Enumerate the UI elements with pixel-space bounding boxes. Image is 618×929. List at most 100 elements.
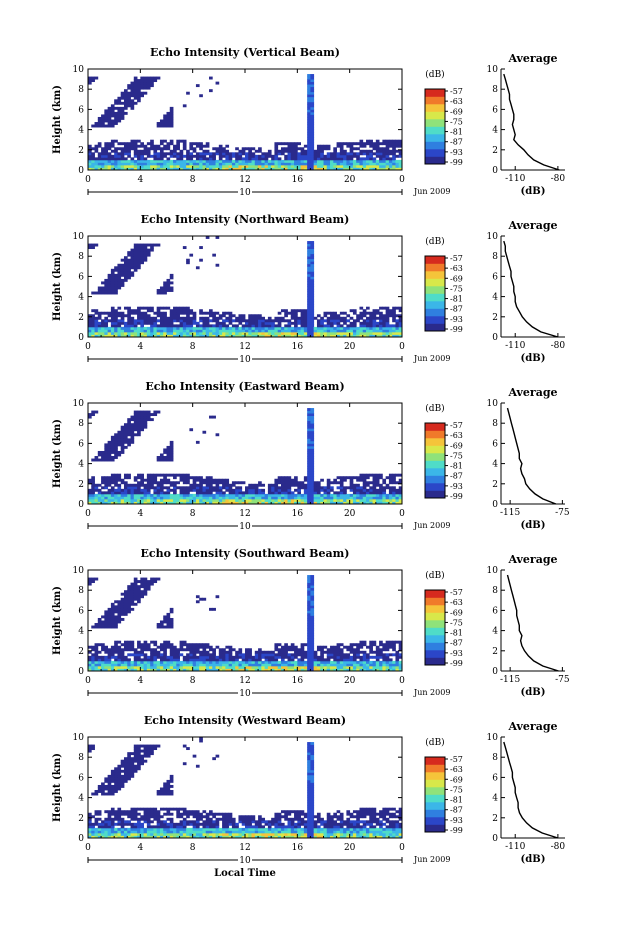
heatmap-cell: [176, 326, 180, 330]
heatmap-cell: [258, 329, 262, 333]
heatmap-cell: [290, 655, 295, 659]
heatmap-cell: [277, 481, 282, 485]
heatmap-cell: [101, 643, 105, 647]
heatmap-cell: [133, 585, 138, 589]
heatmap-cell: [130, 86, 135, 90]
heatmap-cell: [300, 483, 305, 487]
heatmap-cell: [114, 162, 118, 166]
heatmap-cell: [205, 493, 210, 497]
heatmap-cell: [359, 167, 364, 171]
heatmap-cell: [153, 493, 158, 497]
heatmap-cell: [153, 147, 158, 151]
heatmap-cell: [307, 291, 311, 295]
heatmap-cell: [307, 481, 311, 485]
heatmap-cell: [195, 665, 200, 669]
heatmap-cell: [254, 329, 259, 333]
heatmap-cell: [117, 116, 122, 120]
heatmap-cell: [359, 665, 364, 669]
heatmap-cell: [303, 159, 308, 163]
heatmap-cell: [143, 643, 148, 647]
heatmap-cell: [209, 496, 213, 500]
heatmap-cell: [123, 600, 128, 604]
heatmap-cell: [117, 276, 122, 280]
heatmap-cell: [189, 147, 194, 151]
heatmap-cell: [107, 157, 112, 161]
heatmap-cell: [117, 478, 122, 482]
heatmap-cell: [104, 164, 109, 168]
heatmap-cell: [91, 326, 95, 330]
heatmap-cell: [130, 585, 135, 589]
heatmap-cell: [91, 655, 95, 659]
heatmap-cell: [307, 461, 311, 464]
heatmap-cell: [127, 423, 131, 427]
heatmap-cell: [320, 159, 324, 163]
heatmap-cell: [186, 152, 190, 156]
heatmap-cell: [375, 162, 380, 166]
heatmap-cell: [228, 496, 233, 500]
colorbar-tick-label: -57: [450, 254, 463, 263]
heatmap-cell: [294, 668, 298, 672]
heatmap-cell: [245, 154, 249, 158]
heatmap-cell: [163, 164, 167, 168]
heatmap-cell: [140, 258, 144, 262]
heatmap-cell: [186, 663, 190, 667]
heatmap-cell: [274, 491, 279, 495]
heatmap-cell: [137, 428, 141, 432]
heatmap-cell: [140, 476, 144, 480]
heatmap-cell: [97, 152, 102, 156]
heatmap-cell: [176, 493, 180, 497]
heatmap-cell: [156, 291, 161, 295]
heatmap-cell: [379, 314, 383, 318]
heatmap-cell: [209, 76, 213, 80]
heatmap-cell: [195, 658, 200, 662]
heatmap-cell: [120, 326, 125, 330]
heatmap-cell: [202, 329, 207, 333]
heatmap-cell: [133, 595, 138, 599]
heatmap-cell: [388, 311, 393, 315]
heatmap-cell: [300, 653, 305, 657]
heatmap-cell: [352, 650, 357, 654]
heatmap-cell: [307, 612, 311, 616]
heatmap-cell: [101, 319, 105, 323]
heatmap-cell: [97, 617, 102, 621]
heatmap-cell: [137, 486, 141, 490]
heatmap-cell: [166, 152, 171, 156]
heatmap-cell: [277, 663, 282, 667]
heatmap-cell: [323, 493, 328, 497]
heatmap-cell: [362, 493, 367, 497]
heatmap-cell: [343, 167, 347, 171]
average-x-tick-label: -80: [551, 174, 566, 184]
heatmap-cell: [120, 271, 125, 275]
heatmap-cell: [245, 157, 249, 161]
heatmap-cell: [231, 167, 236, 171]
heatmap-cell: [182, 486, 187, 490]
heatmap-cell: [114, 159, 118, 163]
heatmap-cell: [307, 655, 311, 659]
heatmap-cell: [110, 139, 115, 143]
heatmap-cell: [326, 324, 331, 328]
heatmap-cell: [117, 114, 122, 118]
heatmap-cell: [195, 476, 200, 480]
colorbar-swatch: [425, 278, 445, 287]
heatmap-cell: [153, 655, 158, 659]
heatmap-cell: [133, 246, 138, 250]
heatmap-cell: [215, 668, 220, 672]
panel-1: Echo Intensity (Northward Beam)0246810He…: [52, 213, 565, 365]
heatmap-cell: [307, 79, 311, 83]
heatmap-cell: [117, 430, 122, 434]
heatmap-cell: [369, 496, 373, 500]
heatmap-cell: [97, 124, 102, 128]
heatmap-cell: [137, 309, 141, 313]
x-tick-label: 0: [399, 175, 405, 185]
heatmap-cell: [222, 152, 226, 156]
heatmap-cell: [267, 498, 272, 502]
heatmap-cell: [398, 326, 403, 330]
heatmap-cell: [235, 481, 239, 485]
heatmap-cell: [137, 665, 141, 669]
heatmap-cell: [261, 496, 266, 500]
heatmap-cell: [366, 311, 370, 315]
heatmap-cell: [310, 633, 315, 637]
heatmap-cell: [215, 311, 220, 315]
heatmap-cell: [310, 86, 315, 90]
heatmap-cell: [231, 326, 236, 330]
